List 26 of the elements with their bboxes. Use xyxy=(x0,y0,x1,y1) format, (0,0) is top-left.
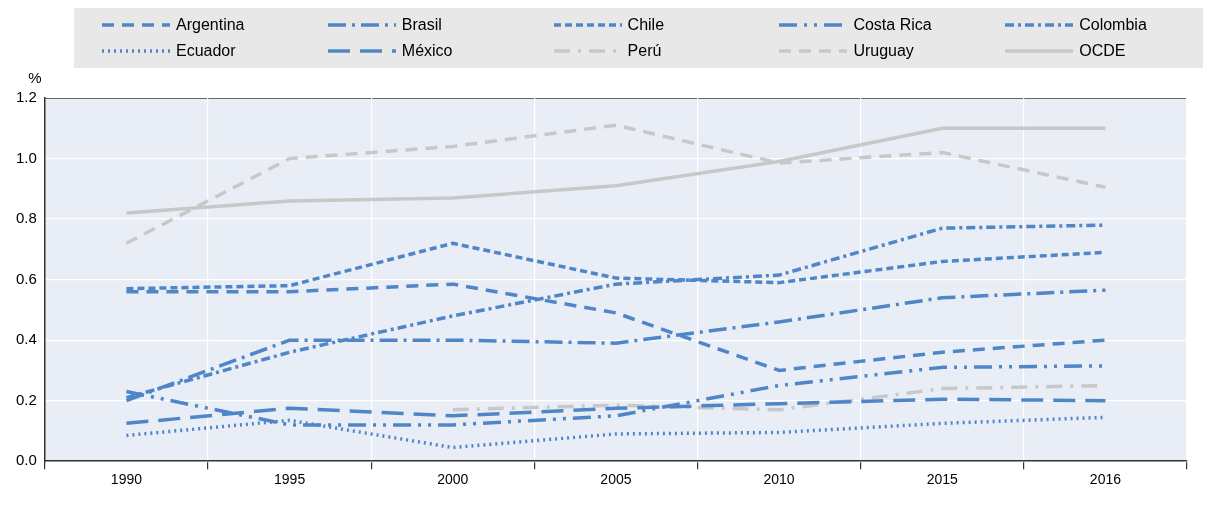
x-tick-label: 2015 xyxy=(926,471,959,488)
legend-label: Chile xyxy=(627,16,665,34)
y-tick-label: 0.4 xyxy=(15,330,37,348)
x-tick-label: 2000 xyxy=(437,471,469,488)
y-tick-label: 0.0 xyxy=(15,451,37,469)
legend-label: Costa Rica xyxy=(853,16,932,34)
y-tick-label: 0.6 xyxy=(15,269,37,287)
y-tick-label: 0.8 xyxy=(15,209,37,227)
y-tick-label: 1.0 xyxy=(15,148,37,166)
x-tick-label: 2005 xyxy=(600,471,632,488)
legend-label: Perú xyxy=(627,42,662,60)
x-tick-label: 2016 xyxy=(1089,471,1122,488)
y-tick-label: 1.2 xyxy=(15,88,37,106)
x-tick-label: 2010 xyxy=(763,471,795,488)
legend-label: Colombia xyxy=(1079,16,1147,34)
x-tick-label: 1995 xyxy=(274,471,306,488)
legend-label: Brasil xyxy=(401,16,442,34)
y-axis-title: % xyxy=(28,68,42,86)
y-tick-label: 0.2 xyxy=(15,390,37,408)
legend-label: Ecuador xyxy=(176,42,236,60)
legend-label: Argentina xyxy=(176,16,245,34)
legend-label: OCDE xyxy=(1079,42,1126,60)
legend-label: Uruguay xyxy=(853,42,914,60)
x-tick-label: 1990 xyxy=(110,471,143,488)
legend-label: México xyxy=(401,42,453,60)
line-series xyxy=(124,123,1108,246)
